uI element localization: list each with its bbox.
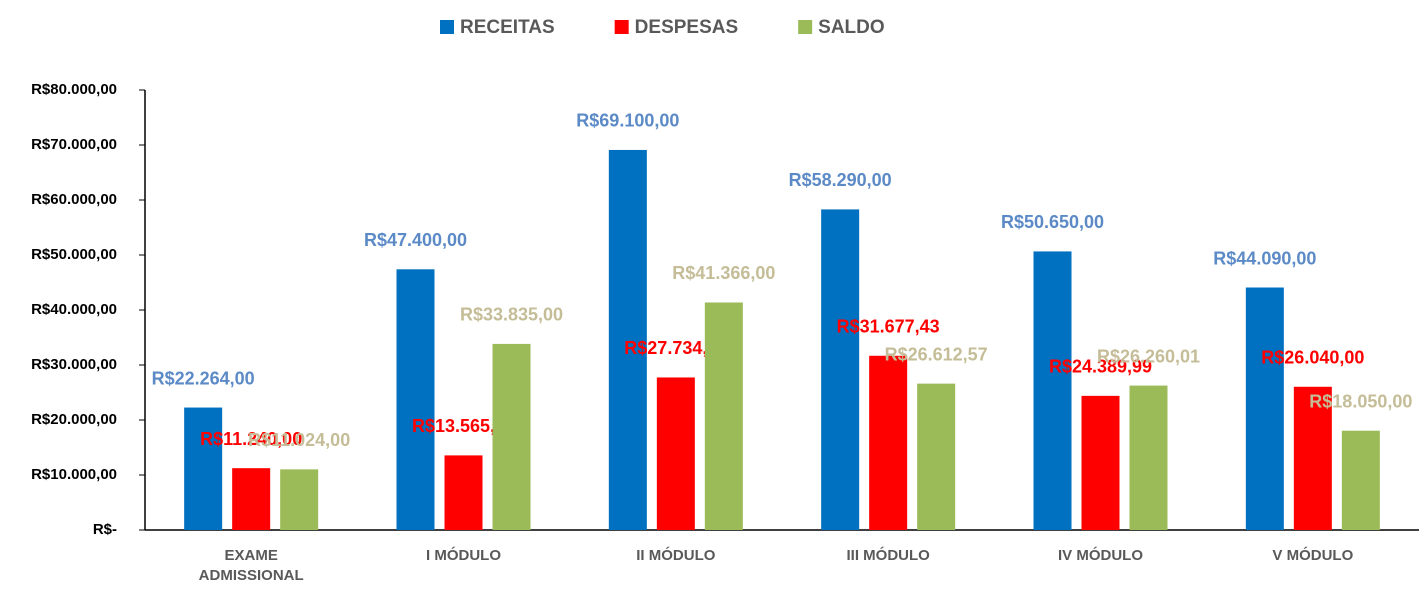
bar: [184, 407, 223, 530]
bar: [1081, 395, 1120, 530]
bar: [1293, 386, 1332, 530]
legend-swatch: [798, 20, 813, 34]
data-label: R$31.677,43: [837, 317, 940, 337]
data-label: R$69.100,00: [576, 111, 679, 131]
bar: [704, 302, 743, 530]
y-tick-label: R$50.000,00: [31, 246, 117, 263]
bar: [656, 377, 695, 530]
bar: [232, 468, 271, 530]
bar: [1033, 251, 1072, 531]
data-label: R$11.024,00: [248, 430, 350, 450]
y-tick-label: R$80.000,00: [31, 81, 117, 98]
legend-label: SALDO: [818, 17, 885, 38]
data-label: R$11.240,00: [200, 429, 302, 449]
data-label: R$50.650,00: [1001, 212, 1104, 232]
bar: [396, 269, 435, 530]
bar: [917, 383, 956, 530]
data-label: R$26.260,01: [1097, 346, 1200, 366]
data-label: R$33.835,00: [460, 305, 563, 325]
data-label: R$18.050,00: [1309, 391, 1412, 411]
y-tick-label: R$60.000,00: [31, 191, 117, 208]
data-label: R$27.734,00: [624, 338, 727, 358]
data-label: R$26.612,57: [885, 344, 988, 364]
y-tick-label: R$40.000,00: [31, 301, 117, 318]
data-label: R$44.090,00: [1213, 248, 1316, 268]
bar: [444, 455, 483, 530]
y-tick-label: R$70.000,00: [31, 136, 117, 153]
data-label: R$22.264,00: [152, 368, 255, 388]
bar: [492, 343, 531, 530]
legend-label: RECEITAS: [460, 17, 555, 38]
x-tick-label: I MÓDULO: [426, 547, 501, 564]
legend-swatch: [440, 20, 454, 34]
data-label: R$58.290,00: [789, 170, 892, 190]
bar: [1129, 385, 1168, 530]
bar: [1341, 430, 1380, 530]
y-tick-label: R$30.000,00: [31, 356, 117, 373]
bar: [869, 355, 908, 530]
y-tick-label: R$20.000,00: [31, 411, 117, 428]
bar: [821, 209, 860, 530]
bar: [1245, 287, 1284, 530]
x-tick-label: EXAME ADMISSIONAL: [198, 547, 304, 584]
y-tick-label: R$-: [93, 521, 117, 538]
x-tick-label: IV MÓDULO: [1058, 547, 1143, 564]
bar: [608, 149, 647, 530]
x-tick-label: III MÓDULO: [846, 547, 930, 564]
x-tick-label: II MÓDULO: [636, 547, 716, 564]
bar: [280, 469, 319, 530]
data-label: R$41.366,00: [672, 263, 775, 283]
x-tick-label: V MÓDULO: [1272, 547, 1354, 564]
data-label: R$24.389,99: [1049, 357, 1152, 377]
data-label: R$26.040,00: [1261, 348, 1364, 368]
legend-label: DESPESAS: [635, 17, 738, 38]
y-tick-label: R$10.000,00: [31, 466, 117, 483]
data-label: R$47.400,00: [364, 230, 467, 250]
data-label: R$13.565,00: [412, 416, 515, 436]
legend-swatch: [614, 20, 629, 34]
